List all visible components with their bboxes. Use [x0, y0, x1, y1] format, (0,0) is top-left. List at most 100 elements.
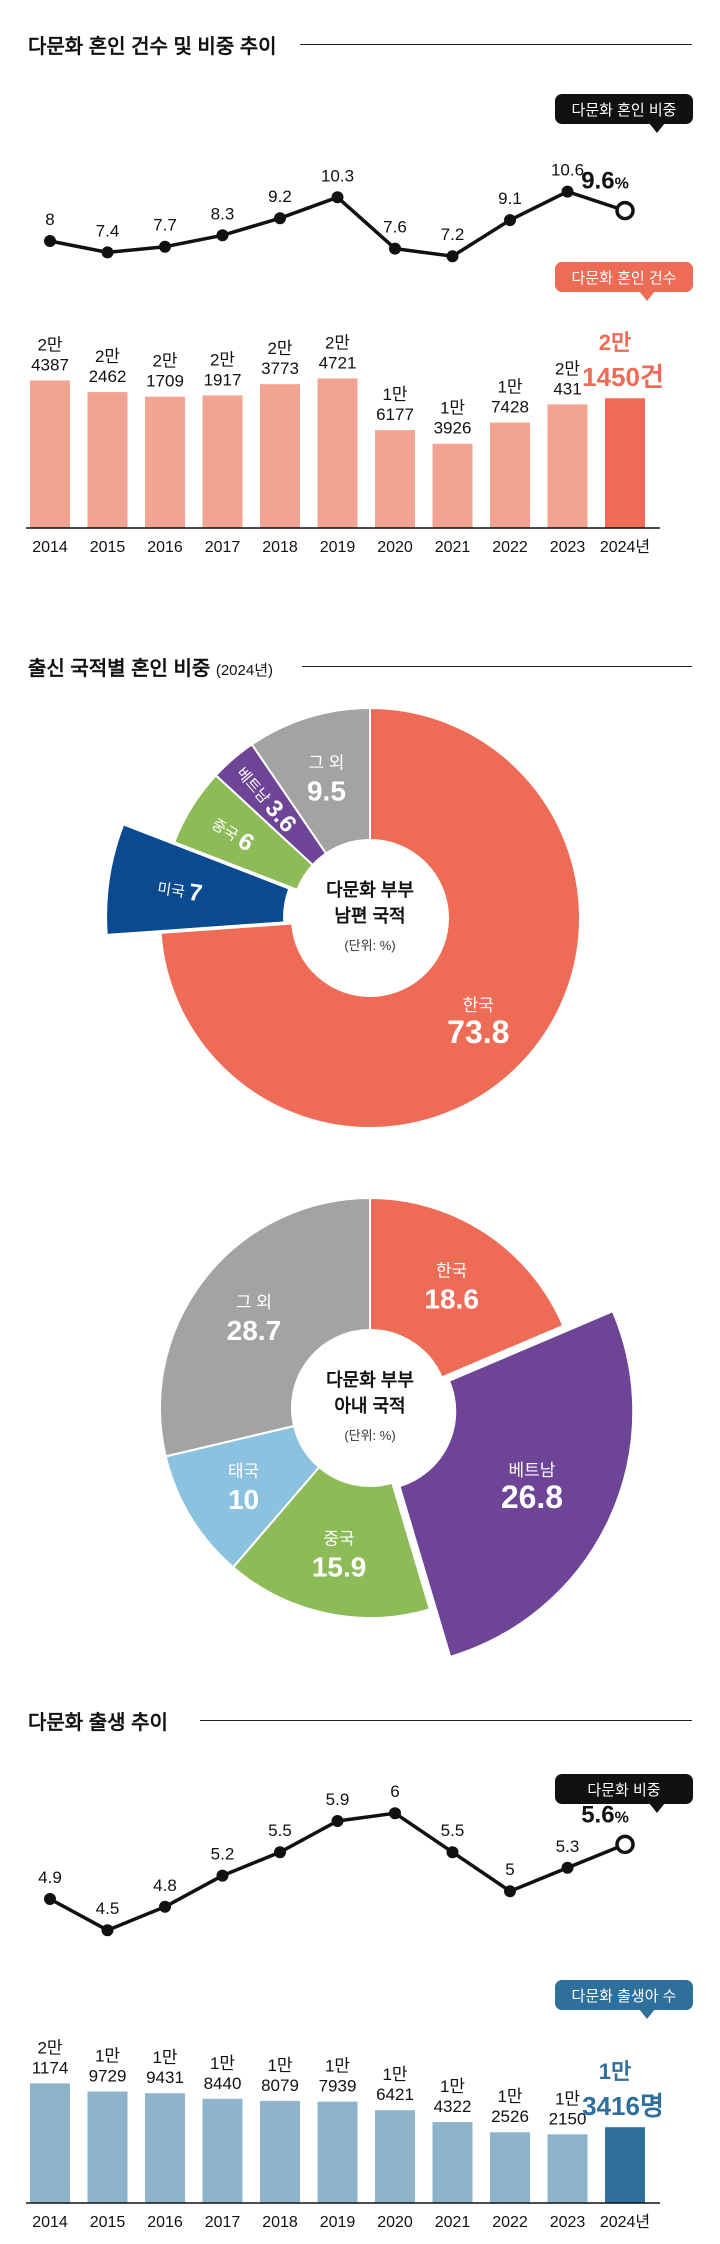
data-label: 5.5: [268, 1821, 292, 1840]
x-tick-label: 2023: [550, 539, 586, 556]
pie-slice: [369, 1196, 565, 1379]
bar: [547, 2134, 588, 2203]
data-point: [446, 1846, 459, 1859]
bar-label: 1만: [152, 2048, 177, 2067]
bar-label: 1174: [32, 2058, 69, 2077]
bar-label: 1만: [440, 2077, 465, 2096]
data-label-last: 5.6%: [581, 1801, 629, 1828]
bar-label-last: 1만: [599, 2059, 631, 2084]
x-tick-label: 2015: [90, 2214, 126, 2231]
data-label: 5.2: [211, 1845, 235, 1864]
data-point: [101, 1924, 114, 1937]
pie-slice: [159, 1196, 371, 1458]
legend-pointer: [639, 291, 655, 301]
bar-label: 1만: [440, 399, 465, 418]
bar-label: 4322: [434, 2097, 472, 2116]
data-label: 9.2: [268, 187, 292, 206]
bar: [490, 2132, 530, 2203]
slice-label: 그 외: [236, 1293, 272, 1312]
data-point: [274, 212, 286, 225]
bar-highlight: [605, 2127, 645, 2203]
data-label: 5.5: [441, 1821, 465, 1840]
data-point: [504, 1885, 516, 1898]
bar: [145, 396, 185, 528]
pie-slice: [105, 823, 291, 936]
slice-label: 한국: [463, 996, 494, 1015]
x-tick-label: 2018: [262, 2214, 298, 2231]
x-tick-label: 2019: [320, 539, 356, 556]
data-label: 6: [390, 1782, 399, 1801]
data-label: 10.6: [551, 161, 584, 180]
slice-label: 베트남: [509, 1461, 556, 1480]
legend-pointer: [639, 2009, 655, 2019]
data-point: [216, 1869, 229, 1882]
bar-label: 7428: [491, 398, 529, 417]
data-label: 5: [505, 1860, 514, 1879]
birth-chart: 4.9 4.5 4.8 5.2 5.5 5.9 6 5.5 5 5.35.6% 다문화 비중 2만11…: [26, 1774, 693, 2231]
bar-label: 2만: [210, 350, 235, 369]
data-point: [44, 1893, 56, 1905]
bar: [30, 380, 70, 528]
x-tick-label: 2020: [377, 539, 413, 556]
bar-label: 2만: [555, 359, 580, 378]
data-label: 7.7: [153, 216, 177, 235]
x-tick-label: 2018: [262, 539, 298, 556]
data-label: 7.4: [96, 221, 120, 240]
x-tick-label: 2024년: [600, 2213, 650, 2231]
data-label-last: 9.6%: [581, 168, 629, 195]
legend-badge: [555, 262, 693, 292]
bar-label: 2150: [549, 2109, 587, 2128]
bar-label: 1917: [204, 370, 242, 389]
legend-text: 다문화 출생아 수: [572, 1988, 677, 2005]
pie-slice: [250, 706, 371, 855]
pie-slice: [398, 1309, 635, 1659]
bar-label: 4721: [319, 353, 357, 372]
data-point: [504, 214, 516, 227]
bar-label: 1만: [497, 2087, 522, 2106]
center-title: 아내 국적: [334, 1396, 405, 1416]
title-rule: [300, 44, 692, 45]
bar-label: 6177: [376, 405, 414, 424]
bar: [30, 2083, 70, 2203]
bar: [260, 2100, 300, 2203]
bar: [432, 2122, 473, 2203]
bar-label: 1만: [210, 2054, 235, 2073]
data-point: [389, 1807, 401, 1820]
data-point: [274, 1846, 286, 1859]
data-point: [159, 240, 171, 253]
data-label: 7.6: [383, 218, 407, 237]
bar: [317, 2101, 358, 2203]
data-label: 5.9: [326, 1790, 350, 1809]
bar-label: 431: [553, 379, 581, 398]
title-rule: [200, 1720, 692, 1721]
data-label-unit: %: [615, 1809, 629, 1826]
slice-value: 15.9: [312, 1552, 367, 1583]
pie-slice: [231, 1465, 432, 1619]
data-point: [389, 242, 401, 255]
bar-label: 1만: [382, 385, 407, 404]
bar-label: 4387: [31, 355, 69, 374]
x-tick-label: 2014: [32, 2214, 68, 2231]
bar-label: 1만: [382, 2065, 407, 2084]
data-point: [216, 229, 229, 242]
bar-label: 8079: [261, 2076, 299, 2095]
x-tick-label: 2021: [435, 2214, 471, 2231]
bar-label: 3926: [434, 419, 472, 438]
bar-label: 2462: [89, 367, 127, 386]
x-tick-label: 2024년: [600, 538, 650, 556]
x-tick-label: 2015: [90, 539, 126, 556]
data-label: 4.9: [38, 1868, 62, 1887]
section-title-text: 다문화 혼인 건수 및 비중 추이: [28, 36, 277, 58]
bar: [87, 2091, 128, 2203]
x-tick-label: 2016: [147, 2214, 183, 2231]
section-subtitle: (2024년): [215, 662, 274, 679]
bar-label: 2만: [152, 352, 177, 371]
section-title-birth: 다문화 출생 추이: [28, 1706, 168, 1735]
data-point: [159, 1900, 171, 1913]
bar: [375, 2110, 415, 2203]
bar-label: 1만: [325, 2057, 350, 2076]
slice-value: 7: [187, 879, 204, 908]
bar-label: 2만: [37, 335, 62, 354]
bar: [432, 443, 473, 528]
data-point: [446, 250, 459, 263]
